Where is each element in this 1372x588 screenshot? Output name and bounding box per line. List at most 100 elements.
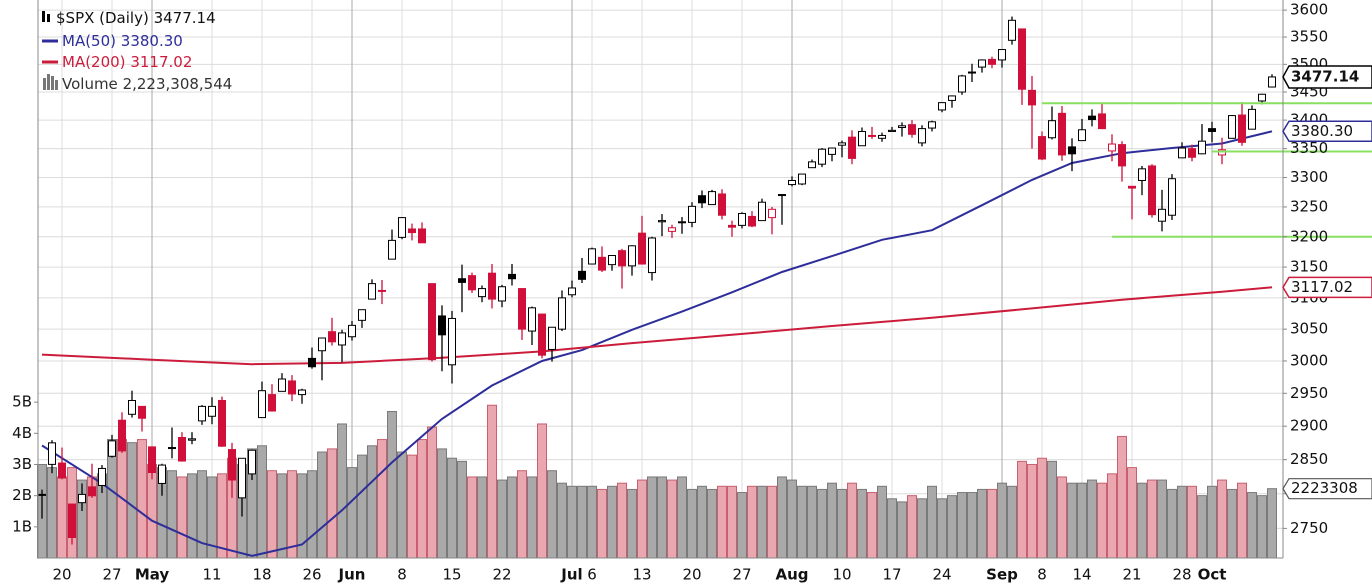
candle-body (908, 124, 916, 135)
ma-layer (41, 130, 1273, 557)
value-box (1282, 276, 1372, 299)
volume-bar (187, 473, 197, 559)
volume-bar (1027, 463, 1037, 559)
candle-body (1258, 93, 1266, 102)
y-tick-label: 2850 (1290, 450, 1328, 468)
volume-bar (347, 467, 357, 559)
value-box-label: 3117.02 (1291, 278, 1353, 296)
candle-body (518, 288, 526, 330)
volume-bar (747, 485, 757, 559)
volume-bar (1217, 479, 1227, 559)
legend-name: $SPX (Daily) (56, 9, 149, 27)
candle-body (1108, 143, 1116, 152)
candle-body (328, 331, 336, 343)
volume-bar (217, 473, 227, 559)
volume-bar (47, 467, 57, 559)
candle-body (608, 255, 616, 266)
candle-body (808, 161, 816, 169)
legend-value: 3380.30 (121, 32, 183, 50)
candle-body (678, 221, 686, 224)
candle-body (398, 217, 406, 238)
candle-body (1148, 165, 1156, 216)
candle-body (1138, 168, 1146, 181)
volume-bar (987, 488, 997, 559)
volume-bar (357, 454, 367, 559)
candle-body (1018, 28, 1026, 90)
volume-bar (57, 476, 67, 559)
volume-bar (307, 470, 317, 559)
candle-body (788, 179, 796, 186)
volume-bar (417, 439, 427, 559)
y-tick-label: 3300 (1290, 168, 1328, 186)
volume-bar (407, 454, 417, 559)
volume-tick-label: 4B (12, 424, 32, 442)
candle-body (578, 270, 586, 280)
candle-body (968, 71, 976, 74)
volume-bar (487, 404, 497, 559)
candle-body (1078, 129, 1086, 142)
volume-bar (1197, 495, 1207, 559)
candle-body (728, 224, 736, 228)
volume-bar (717, 485, 727, 559)
volume-bar (1207, 485, 1217, 559)
candle-body (308, 357, 316, 368)
candle-body (278, 378, 286, 392)
value-box (1282, 478, 1372, 500)
volume-bar (667, 479, 677, 559)
volume-bar (807, 485, 817, 559)
volume-bar (387, 410, 397, 559)
y-tick-label: 2950 (1290, 384, 1328, 402)
candle-body (528, 307, 536, 332)
legend-value: 2,223,308,544 (123, 75, 233, 93)
value-box (1282, 120, 1372, 143)
volume-bar (547, 470, 557, 559)
volume-bar (1267, 488, 1277, 559)
volume-bar (1007, 485, 1017, 559)
candle-body (948, 95, 956, 101)
legend-value: 3477.14 (154, 9, 216, 27)
x-tick-label: May (135, 566, 170, 584)
candle-body (1038, 136, 1046, 160)
volume-bar (1077, 482, 1087, 559)
volume-bar (957, 492, 967, 559)
volume-layer (37, 404, 1277, 559)
volume-bar (657, 476, 667, 559)
volume-bar (1127, 467, 1137, 559)
volume-bar (597, 488, 607, 559)
volume-bar (537, 423, 547, 559)
x-tick-label: 20 (682, 566, 701, 584)
candle-body (288, 380, 296, 395)
volume-bar (567, 485, 577, 559)
candle-body (668, 227, 676, 232)
candle-body (118, 419, 126, 452)
volume-bar (847, 482, 857, 559)
volume-bar (767, 485, 777, 559)
candle-body (818, 148, 826, 165)
candle-body (58, 462, 66, 479)
x-tick-label: 22 (492, 566, 511, 584)
candle-body (658, 220, 666, 223)
candle-body (738, 212, 746, 226)
volume-bar (1157, 479, 1167, 559)
candle-body (828, 147, 836, 155)
legend: $SPX (Daily) 3477.14 MA(50) 3380.30 MA(20… (42, 9, 232, 93)
volume-bar (1247, 492, 1257, 559)
volume-bar (1147, 479, 1157, 559)
volume-bar (677, 476, 687, 559)
candle-body (878, 134, 886, 139)
volume-bar (907, 495, 917, 559)
candle-body (88, 486, 96, 497)
value-box-label: 3380.30 (1291, 122, 1353, 140)
candle-body (978, 59, 986, 68)
candle-body (918, 128, 926, 144)
candle-body (418, 228, 426, 244)
volume-tick-label: 3B (12, 455, 32, 473)
x-tick-label: 21 (1122, 566, 1141, 584)
volume-bar (997, 482, 1007, 559)
candle-body (98, 467, 106, 486)
volume-bar (257, 445, 267, 559)
volume-bar (137, 439, 147, 559)
volume-bar (287, 470, 297, 559)
candle-body (198, 405, 206, 422)
volume-bar (977, 488, 987, 559)
